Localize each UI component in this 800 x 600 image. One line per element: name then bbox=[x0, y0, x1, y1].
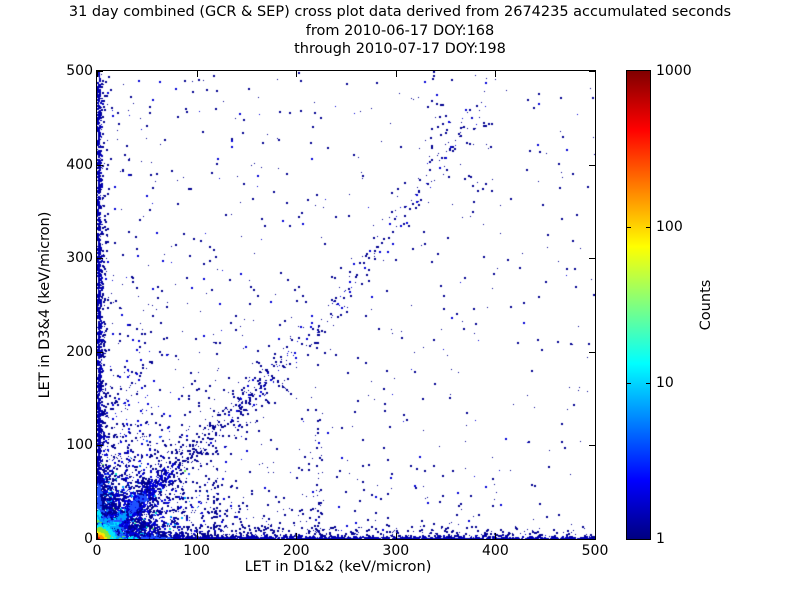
colorbar-tick-label: 1 bbox=[656, 531, 665, 547]
y-tick-mark-right bbox=[589, 351, 595, 353]
y-tick-mark-right bbox=[589, 258, 595, 260]
x-axis-label: LET in D1&2 (keV/micron) bbox=[244, 559, 432, 575]
x-tick-label: 0 bbox=[92, 543, 102, 559]
y-tick-mark-right bbox=[589, 539, 595, 540]
y-tick-mark-right bbox=[589, 71, 595, 72]
y-tick-mark-right bbox=[589, 445, 595, 447]
plot-title: 31 day combined (GCR & SEP) cross plot d… bbox=[68, 4, 732, 20]
x-tick-mark-top bbox=[196, 71, 198, 77]
x-tick-mark-top bbox=[296, 71, 298, 77]
y-tick-mark bbox=[97, 71, 103, 72]
plot-subtitle-through: through 2010-07-17 DOY:198 bbox=[294, 41, 506, 57]
y-tick-mark bbox=[97, 445, 103, 447]
plot-area-frame bbox=[96, 70, 596, 540]
colorbar-tick-label: 10 bbox=[656, 375, 674, 391]
x-tick-label: 400 bbox=[482, 543, 509, 559]
y-tick-label: 100 bbox=[66, 437, 93, 454]
y-tick-mark bbox=[97, 539, 103, 540]
colorbar-tick-label: 100 bbox=[656, 218, 683, 235]
colorbar-gradient bbox=[626, 70, 651, 540]
y-tick-mark bbox=[97, 258, 103, 260]
x-tick-mark bbox=[296, 533, 298, 539]
scatter-points-canvas bbox=[97, 71, 595, 539]
x-tick-mark bbox=[196, 533, 198, 539]
colorbar-tick-mark bbox=[646, 383, 650, 384]
x-tick-label: 200 bbox=[282, 543, 310, 559]
y-tick-mark bbox=[97, 164, 103, 166]
y-tick-mark bbox=[97, 351, 103, 353]
x-tick-label: 100 bbox=[183, 543, 210, 559]
y-tick-label: 500 bbox=[66, 63, 93, 79]
x-tick-mark-top bbox=[97, 71, 98, 77]
y-tick-label: 200 bbox=[66, 343, 93, 360]
colorbar-tick-label: 1000 bbox=[656, 63, 692, 79]
x-tick-label: 300 bbox=[382, 543, 410, 559]
colorbar-tick-mark bbox=[646, 226, 650, 228]
colorbar-label: Counts bbox=[698, 279, 714, 331]
x-tick-mark-top bbox=[595, 71, 596, 77]
y-tick-label: 0 bbox=[84, 531, 93, 547]
x-tick-mark bbox=[595, 533, 596, 539]
plot-subtitle-from: from 2010-06-17 DOY:168 bbox=[305, 23, 495, 39]
x-tick-mark bbox=[495, 533, 497, 539]
x-tick-mark bbox=[395, 533, 397, 539]
y-tick-label: 300 bbox=[66, 250, 93, 267]
x-tick-mark-top bbox=[495, 71, 497, 77]
y-axis-label: LET in D3&4 (keV/micron) bbox=[37, 211, 53, 399]
y-tick-mark-right bbox=[589, 164, 595, 166]
x-tick-label: 500 bbox=[581, 543, 609, 559]
x-tick-mark bbox=[97, 533, 98, 539]
colorbar-tick-mark bbox=[627, 226, 631, 228]
y-tick-label: 400 bbox=[66, 156, 93, 173]
x-tick-mark-top bbox=[395, 71, 397, 77]
colorbar-tick-mark bbox=[627, 383, 631, 384]
